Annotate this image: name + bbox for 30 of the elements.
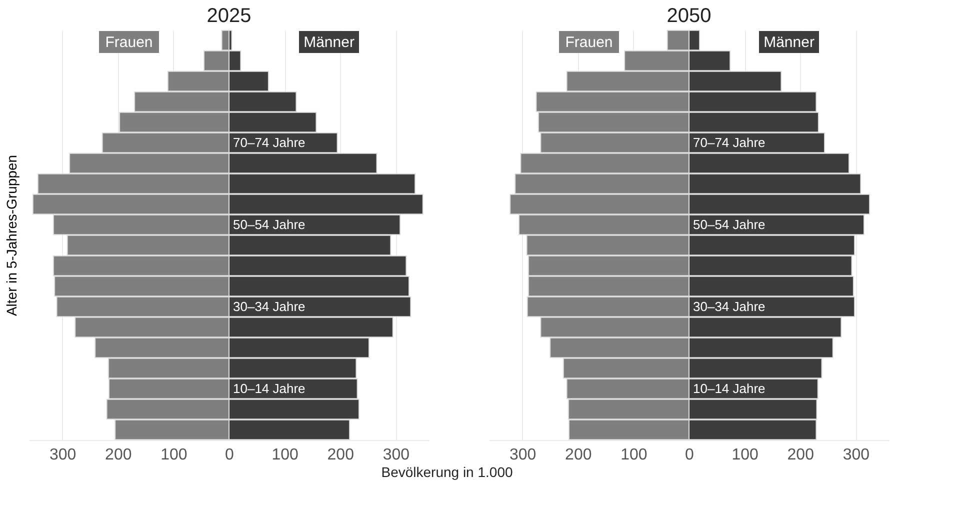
- x-tick-label: 200: [565, 446, 592, 464]
- x-tick-label: 0: [685, 446, 694, 464]
- x-tick-label: 200: [105, 446, 132, 464]
- category-label: 70–74 Jahre: [693, 134, 766, 150]
- x-tick-label: 300: [842, 446, 870, 464]
- x-tick-label: 100: [160, 446, 188, 464]
- category-label: 50–54 Jahre: [233, 216, 306, 232]
- category-label: 30–34 Jahre: [693, 298, 766, 314]
- x-tick-label: 200: [787, 446, 814, 464]
- x-tick-label: 100: [620, 446, 648, 464]
- series-label: Frauen: [105, 34, 153, 51]
- category-label: 10–14 Jahre: [233, 380, 306, 396]
- x-tick-label: 300: [382, 446, 410, 464]
- category-label: 10–14 Jahre: [693, 380, 766, 396]
- category-label: 30–34 Jahre: [233, 298, 306, 314]
- chart-title: 2050: [666, 4, 712, 27]
- series-label: Frauen: [565, 34, 613, 51]
- y-axis-title: Alter in 5-Jahres-Gruppen: [4, 154, 20, 316]
- x-tick-label: 300: [49, 446, 76, 464]
- chart-title: 2025: [206, 4, 252, 27]
- x-tick-label: 300: [509, 446, 536, 464]
- category-label: 70–74 Jahre: [233, 134, 306, 150]
- x-tick-label: 100: [272, 446, 298, 464]
- text: Männer: [304, 34, 354, 51]
- x-tick-label: 100: [732, 446, 758, 464]
- category-label: 50–54 Jahre: [693, 216, 766, 232]
- series-label: Männer: [764, 34, 814, 51]
- x-tick-label: 200: [327, 446, 354, 464]
- x-tick-label: 0: [225, 446, 234, 464]
- x-axis-title: Bevölkerung in 1.000: [381, 464, 513, 480]
